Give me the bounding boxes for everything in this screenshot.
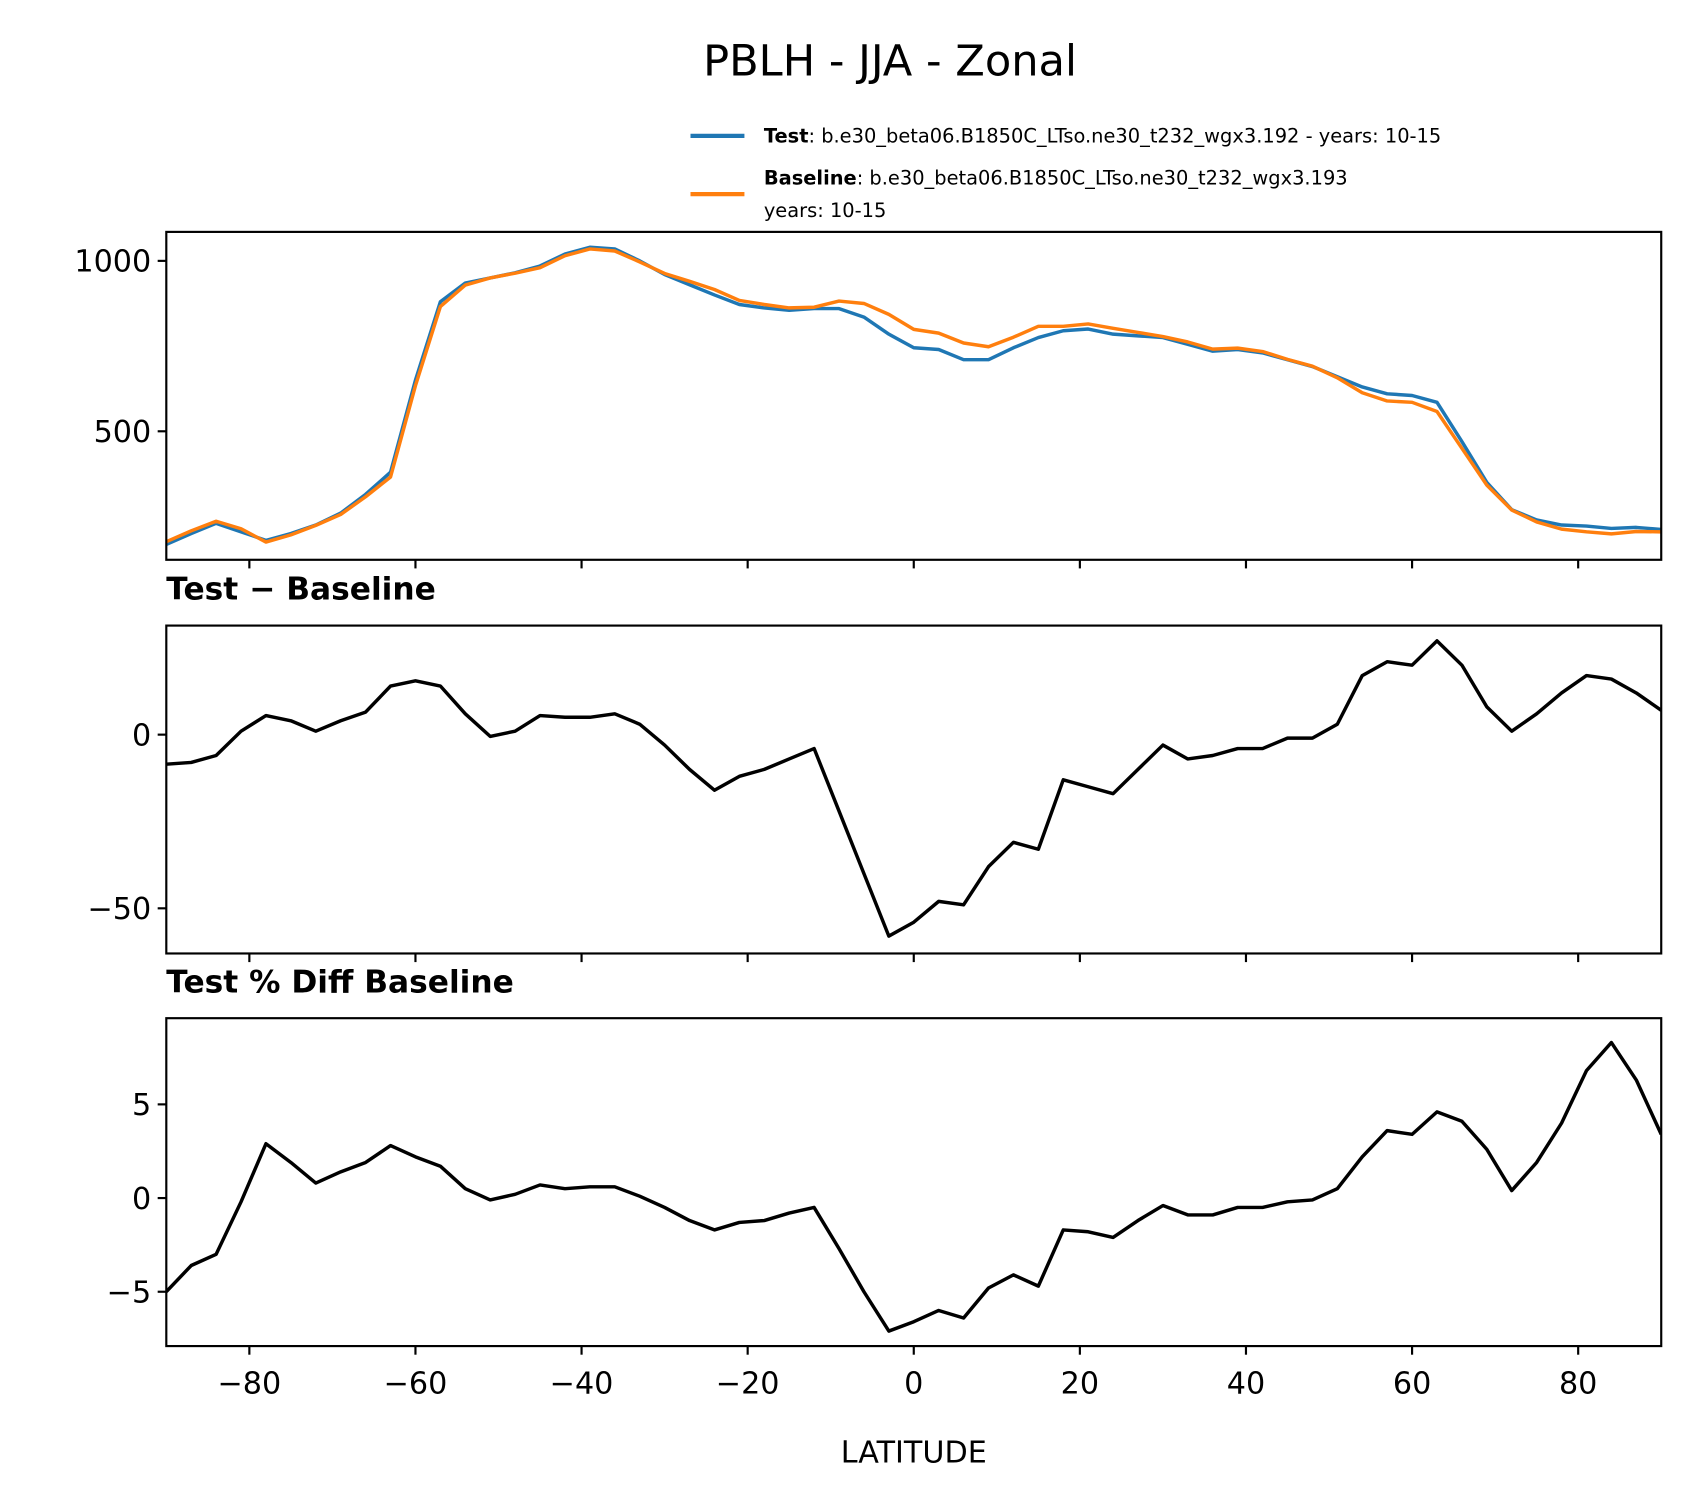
x-tick-label: −80 <box>217 1367 281 1402</box>
x-tick-label: −40 <box>550 1367 614 1402</box>
x-axis-label: LATITUDE <box>841 1436 987 1471</box>
y-tick-label: 1000 <box>74 245 151 280</box>
legend-name: Baseline <box>764 166 857 189</box>
data-line <box>166 1040 1662 1333</box>
y-tick-label: 0 <box>132 1182 151 1217</box>
x-tick-label: 80 <box>1559 1367 1597 1402</box>
y-tick-label: 0 <box>132 718 151 753</box>
data-line <box>166 247 1662 544</box>
x-tick-label: 60 <box>1393 1367 1431 1402</box>
legend-name: Test <box>764 124 809 147</box>
subplot-title: Test − Baseline <box>166 572 436 608</box>
subplot-title: Test % Diff Baseline <box>166 964 514 1000</box>
legend-label: Test: b.e30_beta06.B1850C_LTso.ne30_t232… <box>764 124 1441 147</box>
y-tick-label: 500 <box>94 415 152 450</box>
x-tick-label: 0 <box>904 1367 923 1402</box>
y-tick-label: 5 <box>132 1088 151 1123</box>
legend-description: : b.e30_beta06.B1850C_LTso.ne30_t232_wgx… <box>857 166 1348 189</box>
figure-title: PBLH - JJA - Zonal <box>703 37 1077 87</box>
legend-description: years: 10-15 <box>764 199 887 222</box>
x-tick-label: 40 <box>1227 1367 1265 1402</box>
y-tick-label: −5 <box>107 1276 152 1311</box>
legend-description: : b.e30_beta06.B1850C_LTso.ne30_t232_wgx… <box>808 124 1441 147</box>
x-tick-label: −60 <box>384 1367 448 1402</box>
data-line <box>166 639 1662 938</box>
x-tick-label: 20 <box>1061 1367 1099 1402</box>
x-tick-label: −20 <box>716 1367 780 1402</box>
y-tick-label: −50 <box>87 892 151 927</box>
legend-label: Baseline: b.e30_beta06.B1850C_LTso.ne30_… <box>764 166 1348 221</box>
